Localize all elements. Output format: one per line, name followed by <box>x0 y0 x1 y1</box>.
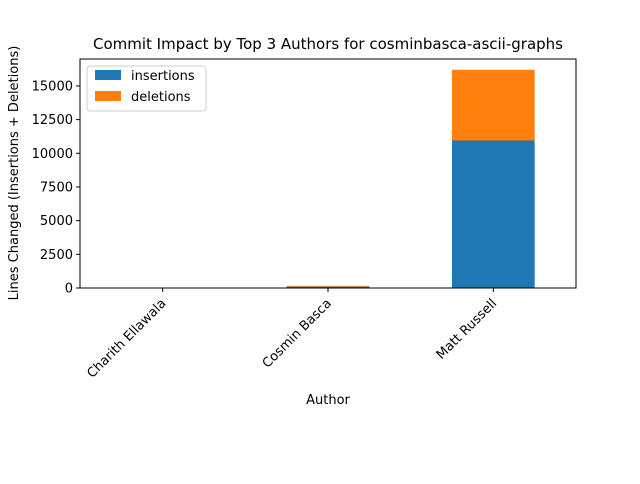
x-tick-label: Matt Russell <box>434 296 500 362</box>
y-tick-label: 10000 <box>32 147 73 162</box>
x-axis-label: Author <box>306 393 350 408</box>
x-tick-label: Cosmin Basca <box>260 296 335 371</box>
chart-title: Commit Impact by Top 3 Authors for cosmi… <box>93 35 563 53</box>
y-axis-label: Lines Changed (Insertions + Deletions) <box>7 46 22 301</box>
legend-swatch-deletions <box>95 91 121 101</box>
y-tick-label: 7500 <box>40 180 73 195</box>
legend-swatch-insertions <box>95 70 121 80</box>
bar-deletions <box>452 70 535 141</box>
bar-insertions <box>452 140 535 288</box>
bar-deletions <box>287 286 370 287</box>
y-tick-label: 5000 <box>40 214 73 229</box>
y-tick-label: 0 <box>65 282 73 297</box>
y-tick-label: 2500 <box>40 248 73 263</box>
legend-label-deletions: deletions <box>131 90 191 105</box>
y-tick-label: 12500 <box>32 113 73 128</box>
x-axis: Charith Ellawala Cosmin Basca Matt Russell <box>84 288 500 381</box>
legend: insertions deletions <box>87 66 206 111</box>
y-axis: 0 2500 5000 7500 10000 12500 15000 <box>32 79 80 296</box>
legend-label-insertions: insertions <box>131 69 195 84</box>
y-tick-label: 15000 <box>32 79 73 94</box>
x-tick-label: Charith Ellawala <box>84 296 169 381</box>
